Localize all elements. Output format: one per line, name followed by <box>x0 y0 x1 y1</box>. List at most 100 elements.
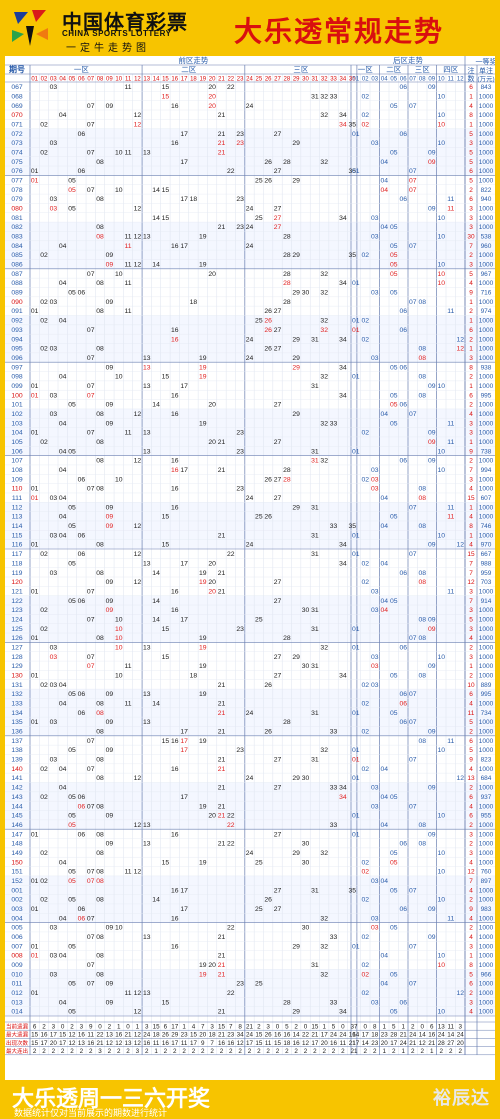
stats-front-value: 15 <box>274 1040 282 1047</box>
front-number: 31 <box>311 458 319 465</box>
period-number: 068 <box>11 93 23 100</box>
back-number: 07 <box>409 168 417 175</box>
period-number: 149 <box>11 850 23 857</box>
stats-front-value: 15 <box>153 1024 161 1031</box>
stats-front-value: 2 <box>266 1048 270 1055</box>
front-number: 33 <box>330 523 338 530</box>
front-number: 04 <box>59 682 67 689</box>
stats-front-value: 16 <box>293 1040 301 1047</box>
back-number: 05 <box>390 794 398 801</box>
period-number: 115 <box>12 532 23 539</box>
stats-front-value: 3 <box>210 1024 214 1031</box>
winner-count: 2 <box>469 187 473 194</box>
row-band <box>5 782 495 792</box>
back-number: 10 <box>437 953 445 960</box>
period-number: 081 <box>11 215 23 222</box>
front-number: 15 <box>162 84 170 91</box>
winner-count: 4 <box>469 635 473 642</box>
stats-front-value: 21 <box>311 1032 319 1039</box>
back-number: 04 <box>380 794 388 801</box>
front-column-number: 10 <box>115 77 122 83</box>
back-column-number: 06 <box>400 77 407 83</box>
front-number: 01 <box>31 430 39 437</box>
stats-front-value: 5 <box>285 1024 289 1031</box>
front-number: 02 <box>40 607 48 614</box>
row-band <box>5 315 495 325</box>
front-number: 08 <box>96 934 104 941</box>
winner-count: 3 <box>469 607 473 614</box>
back-number: 06 <box>399 364 407 371</box>
winner-amount: 538 <box>481 234 492 241</box>
front-number: 27 <box>274 785 282 792</box>
winner-amount: 822 <box>481 187 492 194</box>
row-band <box>5 913 495 923</box>
back-number: 08 <box>418 822 426 829</box>
stats-front-value: 11 <box>265 1040 272 1047</box>
front-number: 27 <box>274 131 282 138</box>
front-number: 33 <box>330 999 338 1006</box>
front-number: 14 <box>152 616 160 623</box>
back-number: 09 <box>428 439 436 446</box>
winner-count: 1 <box>469 299 473 306</box>
front-number: 04 <box>59 495 67 502</box>
front-number: 16 <box>171 486 179 493</box>
winner-count: 1 <box>469 121 473 128</box>
front-number: 10 <box>115 374 123 381</box>
period-number: 120 <box>11 579 23 586</box>
front-number: 12 <box>134 523 142 530</box>
front-number: 16 <box>171 943 179 950</box>
front-number: 19 <box>199 803 207 810</box>
front-number: 20 <box>208 93 216 100</box>
front-number: 07 <box>87 588 95 595</box>
front-number: 25 <box>255 616 263 623</box>
front-number: 23 <box>236 224 244 231</box>
winner-count: 15 <box>467 551 475 558</box>
winner-count: 4 <box>469 887 473 894</box>
stats-front-value: 15 <box>31 1040 39 1047</box>
back-number: 10 <box>437 93 445 100</box>
front-number: 08 <box>96 729 104 736</box>
front-number: 33 <box>330 934 338 941</box>
front-number: 13 <box>143 719 151 726</box>
back-number: 02 <box>361 579 369 586</box>
winner-count: 2 <box>469 458 473 465</box>
stats-front-value: 2 <box>70 1024 74 1031</box>
back-number: 01 <box>352 168 360 175</box>
back-number: 04 <box>380 953 388 960</box>
stats-front-value: 2 <box>341 1048 345 1055</box>
period-number: 111 <box>12 495 23 502</box>
back-number: 04 <box>380 523 388 530</box>
front-number: 30 <box>302 775 310 782</box>
back-number: 02 <box>361 336 369 343</box>
front-number: 11 <box>125 243 132 250</box>
stats-back-value: 20 <box>457 1040 465 1047</box>
period-number: 069 <box>11 103 23 110</box>
back-number: 05 <box>390 392 398 399</box>
front-number: 03 <box>50 682 58 689</box>
front-number: 31 <box>311 383 319 390</box>
front-number: 09 <box>106 598 114 605</box>
front-number: 17 <box>180 906 188 913</box>
winner-count: 6 <box>469 84 473 91</box>
front-number: 08 <box>96 878 104 885</box>
stats-front-value: 15 <box>31 1032 39 1039</box>
row-band <box>5 875 495 886</box>
winner-amount: 1000 <box>479 140 494 147</box>
front-number: 33 <box>330 93 338 100</box>
row-band <box>5 633 495 643</box>
stats-back-value: 14 <box>352 1032 360 1039</box>
winner-count: 3 <box>469 654 473 661</box>
front-number: 19 <box>199 663 207 670</box>
front-number: 11 <box>125 430 132 437</box>
back-number: 03 <box>371 915 379 922</box>
front-number: 09 <box>106 252 114 259</box>
row-band <box>5 259 495 269</box>
winner-count: 6 <box>469 981 473 988</box>
back-number: 10 <box>437 448 445 455</box>
front-number: 09 <box>106 504 114 511</box>
back-number: 09 <box>428 205 436 212</box>
back-column-number: 03 <box>371 77 378 83</box>
front-column-number: 03 <box>50 77 57 83</box>
front-number: 02 <box>40 439 48 446</box>
front-number: 16 <box>171 411 179 418</box>
